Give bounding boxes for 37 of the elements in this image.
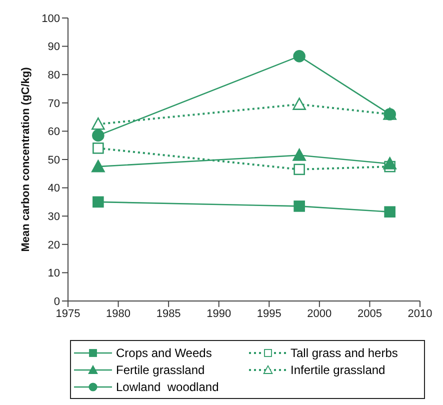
y-tick-label: 70 xyxy=(48,98,60,110)
x-tick-label: 2000 xyxy=(307,308,332,320)
y-axis-title: Mean carbon concentration (gC/kg) xyxy=(20,66,32,252)
x-tick-label: 1995 xyxy=(256,308,282,320)
point xyxy=(384,206,396,218)
y-tick-label: 50 xyxy=(48,154,60,166)
y-tick-label: 100 xyxy=(42,12,60,25)
legend-label: Tall grass and herbs xyxy=(290,346,398,360)
x-tick-label: 1980 xyxy=(106,308,131,320)
y-tick-label: 10 xyxy=(48,268,60,280)
point xyxy=(293,50,306,62)
point xyxy=(294,164,305,176)
point xyxy=(294,200,305,212)
y-tick-label: 30 xyxy=(48,211,60,224)
point xyxy=(292,98,306,110)
x-tick-label: 1990 xyxy=(206,308,232,320)
legend-label: Infertile grassland xyxy=(290,362,386,376)
x-tick-label: 1985 xyxy=(156,308,181,320)
y-tick-label: 80 xyxy=(48,70,60,82)
x-tick-label: 2010 xyxy=(408,308,432,320)
x-tick-label: 2005 xyxy=(357,308,382,320)
point xyxy=(92,196,104,208)
legend-label: Lowland woodland xyxy=(116,380,219,394)
point xyxy=(92,129,104,142)
point xyxy=(92,117,105,130)
point xyxy=(383,157,396,170)
point xyxy=(292,148,306,161)
y-tick-label: 90 xyxy=(48,41,60,54)
y-tick-label: 0 xyxy=(54,296,60,308)
legend-label: Fertile grassland xyxy=(116,362,205,376)
x-tick-label: 1975 xyxy=(56,308,80,320)
y-tick-label: 60 xyxy=(48,126,60,138)
point xyxy=(92,160,105,172)
y-tick-label: 20 xyxy=(48,239,60,252)
legend-label: Crops and Weeds xyxy=(116,346,212,360)
point xyxy=(92,142,104,154)
y-tick-label: 40 xyxy=(48,182,60,195)
